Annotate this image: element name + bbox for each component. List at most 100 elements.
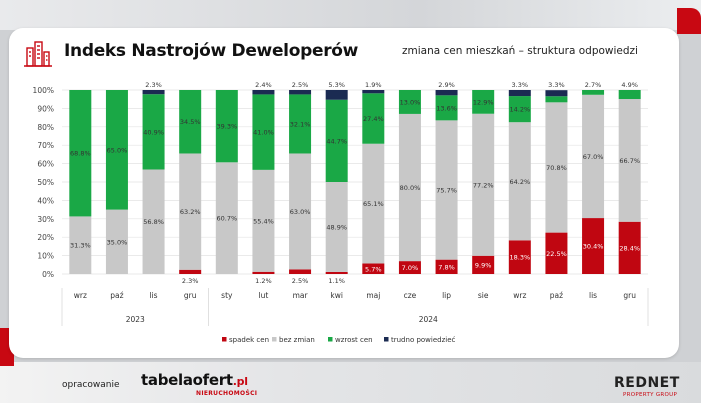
brand-suffix: .pl	[232, 375, 248, 388]
prepared-by-label: opracowanie	[62, 380, 120, 390]
legend-swatch	[222, 337, 227, 342]
data-label: 63.2%	[180, 208, 201, 216]
bar-segment	[289, 269, 312, 274]
data-label: 27.4%	[363, 115, 384, 123]
bar-segment	[325, 99, 348, 182]
legend-label: trudno powiedzieć	[391, 336, 456, 344]
y-tick-label: 30%	[37, 215, 54, 224]
y-tick-label: 50%	[37, 178, 54, 187]
bar-segment	[398, 261, 421, 274]
x-tick-label: lip	[442, 291, 451, 300]
x-tick-label: paź	[550, 291, 563, 300]
legend-swatch	[328, 337, 333, 342]
bar-segment	[69, 90, 92, 217]
data-label: 22.5%	[546, 250, 567, 258]
brand-subtitle: NIERUCHOMOŚCI	[196, 390, 258, 397]
bar-segment	[435, 259, 458, 274]
x-tick-label: sie	[478, 291, 489, 300]
bottom-data-label: 1.2%	[255, 277, 272, 285]
data-label: 63.0%	[290, 208, 311, 216]
data-label: 7.8%	[438, 263, 455, 271]
bar-segment	[472, 113, 495, 256]
x-tick-label: lis	[150, 291, 158, 300]
page-title: Indeks Nastrojów Deweloperów	[64, 41, 359, 61]
bar-segment	[215, 90, 238, 163]
bar-segment	[179, 153, 202, 270]
bar-segment	[435, 95, 458, 121]
data-label: 67.0%	[583, 153, 604, 161]
brand-name: tabelaofert	[141, 371, 233, 389]
bar-segment	[362, 90, 385, 94]
data-label: 30.4%	[583, 243, 604, 251]
bar-segment	[289, 94, 312, 154]
data-label: 39.3%	[216, 123, 237, 131]
bottom-data-label: 2.5%	[292, 277, 309, 285]
bar-segment	[105, 209, 128, 274]
data-label: 48.9%	[326, 223, 347, 231]
bar-segment	[618, 90, 641, 100]
top-data-label: 2.4%	[255, 81, 272, 89]
data-label: 80.0%	[400, 184, 421, 192]
bar-segment	[215, 162, 238, 274]
page-subtitle: zmiana cen mieszkań – struktura odpowied…	[402, 45, 638, 57]
data-label: 9.9%	[475, 261, 492, 269]
legend-swatch	[272, 337, 277, 342]
y-tick-label: 80%	[37, 123, 54, 132]
background-bottom	[0, 362, 701, 403]
partner-logo-rednet[interactable]: REDNET	[614, 375, 680, 391]
bar-segment	[252, 169, 275, 272]
x-tick-label: lut	[259, 291, 269, 300]
bar-segment	[289, 90, 312, 95]
top-data-label: 2.9%	[438, 81, 455, 89]
y-tick-label: 100%	[33, 86, 54, 95]
bar-segment	[472, 255, 495, 274]
top-data-label: 3.3%	[512, 81, 529, 89]
data-label: 13.0%	[400, 98, 421, 106]
data-label: 64.2%	[509, 178, 530, 186]
top-data-label: 4.9%	[621, 81, 638, 89]
top-data-label: 5.3%	[328, 81, 345, 89]
x-tick-label: wrz	[513, 291, 526, 300]
data-label: 32.1%	[290, 120, 311, 128]
bar-segment	[179, 269, 202, 274]
bar-segment	[545, 90, 568, 97]
data-label: 12.9%	[473, 98, 494, 106]
bar-segment	[362, 143, 385, 264]
data-label: 40.9%	[143, 128, 164, 136]
y-tick-label: 90%	[37, 104, 54, 113]
x-tick-label: paź	[110, 291, 123, 300]
data-label: 44.7%	[326, 137, 347, 145]
data-label: 5.7%	[365, 265, 382, 273]
data-label: 41.0%	[253, 129, 274, 137]
bar-segment	[252, 271, 275, 274]
data-label: 66.7%	[619, 157, 640, 165]
bar-segment	[179, 90, 202, 154]
bar-segment	[142, 94, 165, 170]
bar-segment	[105, 90, 128, 210]
bar-segment	[142, 169, 165, 274]
brand-logo-tabelaofert[interactable]: tabelaofert.pl	[141, 371, 248, 389]
top-data-label: 2.7%	[585, 81, 602, 89]
building-logo-icon	[24, 41, 52, 67]
bar-segment	[252, 94, 275, 170]
top-data-label: 3.3%	[548, 81, 565, 89]
legend-label: wzrost cen	[335, 336, 373, 344]
x-tick-label: wrz	[74, 291, 87, 300]
bar-segment	[398, 113, 421, 262]
legend-swatch	[384, 337, 389, 342]
data-label: 65.0%	[107, 146, 128, 154]
data-label: 13.6%	[436, 104, 457, 112]
data-label: 14.2%	[509, 106, 530, 114]
legend-label: bez zmian	[279, 336, 315, 344]
data-label: 75.7%	[436, 187, 457, 195]
data-label: 18.3%	[509, 254, 530, 262]
bar-segment	[582, 94, 605, 219]
bar-segment	[398, 90, 421, 114]
x-tick-label: sty	[221, 291, 233, 300]
data-label: 60.7%	[216, 215, 237, 223]
data-label: 70.8%	[546, 164, 567, 172]
bar-segment	[545, 102, 568, 233]
x-tick-label: lis	[589, 291, 597, 300]
partner-subtitle: PROPERTY GROUP	[623, 392, 678, 398]
